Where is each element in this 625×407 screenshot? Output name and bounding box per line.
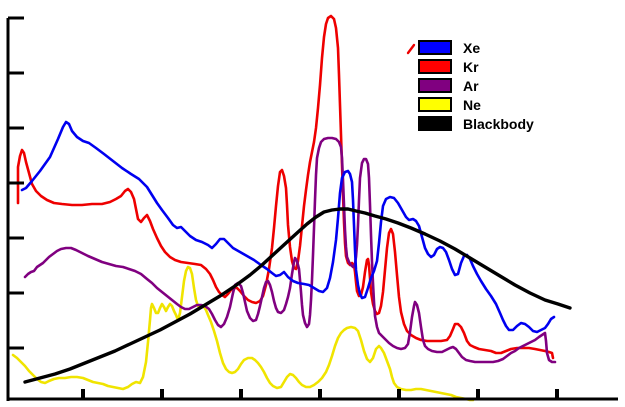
legend-swatch-blackbody [418,116,452,131]
blackbody-curve [23,207,572,384]
legend-swatch-kr [418,59,452,74]
legend-swatch-xe [418,40,452,55]
stray-mark-0 [406,43,416,55]
legend-label-ar: Ar [463,77,479,94]
legend: Xe Kr Ar Ne Blackbody [418,39,534,132]
legend-label-ne: Ne [463,96,481,113]
legend-row-xe: Xe [418,39,534,56]
legend-label-kr: Kr [463,58,479,75]
kr-curve [16,14,555,360]
legend-row-blackbody: Blackbody [418,115,534,132]
legend-row-ne: Ne [418,96,534,113]
legend-label-blackbody: Blackbody [463,115,534,132]
ne-curve [11,265,475,402]
legend-row-ar: Ar [418,77,534,94]
legend-row-kr: Kr [418,58,534,75]
legend-label-xe: Xe [463,39,481,56]
legend-swatch-ne [418,97,452,112]
ar-curve [23,136,557,364]
legend-swatch-ar [418,78,452,93]
xe-curve [20,120,556,334]
